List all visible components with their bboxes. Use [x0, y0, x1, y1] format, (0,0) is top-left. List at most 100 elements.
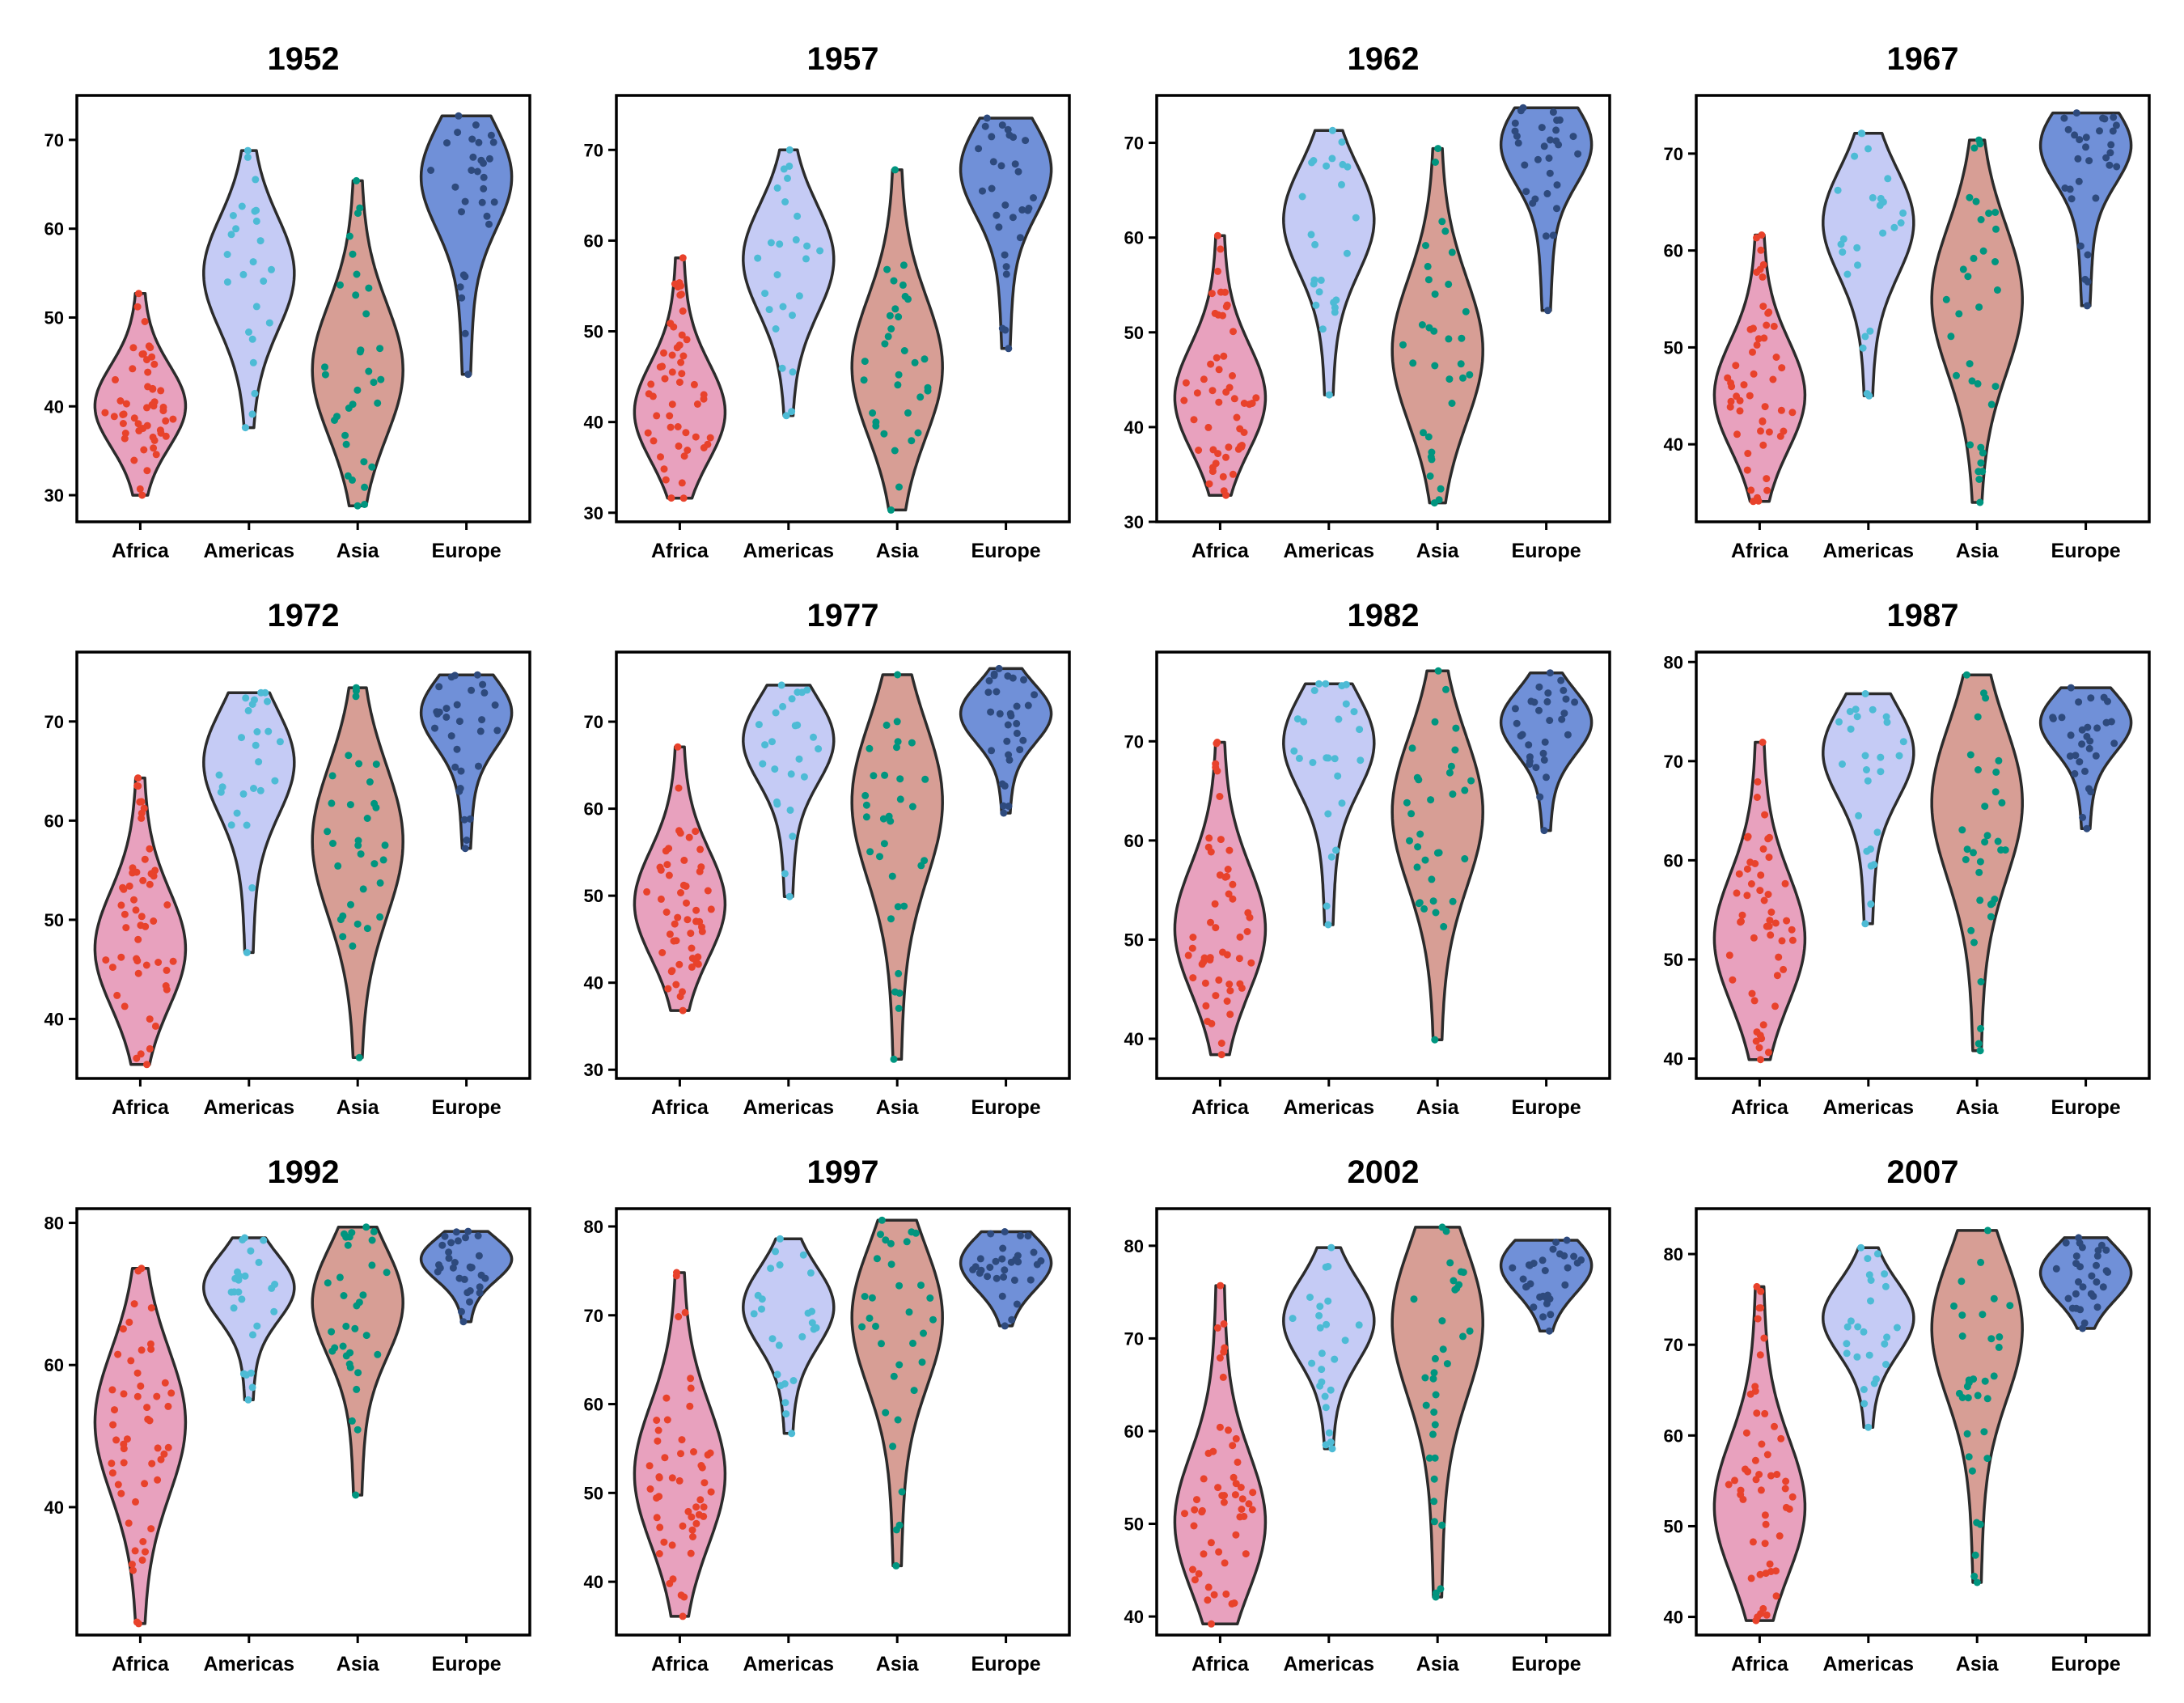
data-point-europe: [459, 1318, 468, 1326]
data-point-asia: [891, 447, 899, 455]
panel-title: 1987: [1887, 598, 1959, 633]
panel-title: 2007: [1887, 1154, 1959, 1190]
data-point-americas: [1312, 301, 1320, 309]
data-point-africa: [1749, 1538, 1757, 1546]
data-point-americas: [1883, 718, 1891, 727]
data-point-americas: [772, 1248, 780, 1256]
data-point-africa: [114, 1481, 122, 1489]
data-point-americas: [779, 303, 787, 311]
data-point-americas: [1322, 1404, 1330, 1412]
data-point-africa: [1771, 919, 1780, 927]
data-point-africa: [159, 403, 167, 411]
violin-asia: [311, 686, 404, 1060]
data-point-europe: [460, 1275, 468, 1283]
data-point-americas: [772, 709, 780, 717]
data-point-europe: [1010, 1276, 1018, 1284]
data-point-africa: [1759, 417, 1767, 426]
data-point-americas: [271, 777, 279, 785]
data-point-americas: [241, 1272, 249, 1280]
data-point-africa: [679, 494, 688, 502]
data-point-europe: [1541, 738, 1549, 746]
data-point-americas: [758, 1305, 765, 1313]
data-point-africa: [130, 896, 138, 904]
data-point-africa: [138, 809, 146, 817]
data-point-americas: [1290, 747, 1298, 755]
data-point-asia: [918, 1358, 926, 1366]
data-point-asia: [862, 813, 870, 821]
y-tick-label: 30: [584, 503, 603, 523]
violin-europe: [1499, 1239, 1594, 1332]
data-point-africa: [684, 916, 692, 924]
data-point-africa: [1778, 364, 1786, 372]
data-point-americas: [1854, 1323, 1862, 1331]
data-point-europe: [1020, 676, 1027, 684]
data-point-europe: [1530, 1303, 1538, 1311]
data-point-europe: [435, 683, 443, 691]
x-tick-label: Europe: [1512, 1096, 1581, 1119]
data-point-americas: [239, 1236, 247, 1243]
data-point-europe: [1560, 710, 1568, 718]
data-point-asia: [869, 409, 877, 417]
data-point-africa: [133, 1392, 142, 1400]
x-tick-label: Africa: [1191, 1653, 1250, 1675]
data-point-europe: [2102, 1246, 2110, 1254]
data-point-africa: [1246, 400, 1254, 409]
data-point-europe: [2094, 1247, 2102, 1255]
y-tick-label: 70: [44, 712, 64, 732]
data-point-europe: [1009, 133, 1018, 142]
data-point-americas: [785, 892, 794, 900]
data-point-africa: [1207, 848, 1215, 856]
data-point-asia: [1974, 766, 1982, 773]
y-tick-label: 50: [1664, 950, 1683, 970]
data-point-africa: [1764, 835, 1772, 843]
data-point-asia: [1971, 1551, 1979, 1559]
data-point-africa: [679, 1522, 687, 1530]
data-point-americas: [238, 734, 245, 742]
data-point-americas: [786, 806, 794, 814]
data-point-americas: [1877, 753, 1885, 761]
data-point-asia: [1977, 1258, 1985, 1266]
data-point-africa: [147, 1525, 155, 1533]
data-point-europe: [2093, 724, 2101, 732]
data-point-europe: [463, 1289, 472, 1297]
data-point-americas: [253, 728, 261, 735]
data-point-africa: [1232, 1480, 1240, 1488]
data-point-asia: [324, 828, 332, 836]
data-point-asia: [926, 1294, 934, 1302]
data-point-africa: [120, 410, 128, 418]
x-tick-label: Africa: [651, 1096, 709, 1119]
data-point-africa: [672, 981, 680, 989]
data-point-europe: [2096, 127, 2103, 135]
data-point-asia: [895, 969, 903, 977]
data-point-asia: [883, 265, 891, 273]
data-point-europe: [1016, 234, 1024, 242]
y-tick-label: 60: [44, 811, 64, 831]
data-point-asia: [1440, 922, 1448, 930]
data-point-africa: [1785, 1505, 1793, 1513]
data-point-asia: [1979, 247, 1987, 255]
data-point-africa: [682, 429, 690, 437]
data-point-asia: [1995, 756, 2003, 765]
data-point-africa: [662, 909, 671, 916]
data-point-europe: [1017, 1231, 1024, 1239]
data-point-asia: [1987, 913, 1995, 921]
data-point-africa: [1217, 1051, 1225, 1059]
data-point-asia: [1970, 938, 1978, 947]
data-point-europe: [1005, 803, 1013, 810]
data-point-africa: [133, 1618, 141, 1626]
data-point-americas: [795, 755, 803, 763]
data-point-africa: [661, 375, 669, 383]
data-point-europe: [478, 198, 486, 206]
data-point-africa: [1756, 887, 1764, 895]
data-point-americas: [1318, 1349, 1326, 1358]
data-point-africa: [668, 967, 676, 975]
data-point-americas: [1317, 276, 1325, 284]
data-point-europe: [1558, 715, 1566, 723]
data-point-africa: [1764, 1048, 1772, 1057]
data-point-africa: [139, 1538, 147, 1545]
data-point-asia: [1438, 1317, 1446, 1325]
violin-europe: [959, 116, 1053, 350]
data-point-asia: [884, 333, 892, 341]
data-point-africa: [686, 1402, 694, 1410]
